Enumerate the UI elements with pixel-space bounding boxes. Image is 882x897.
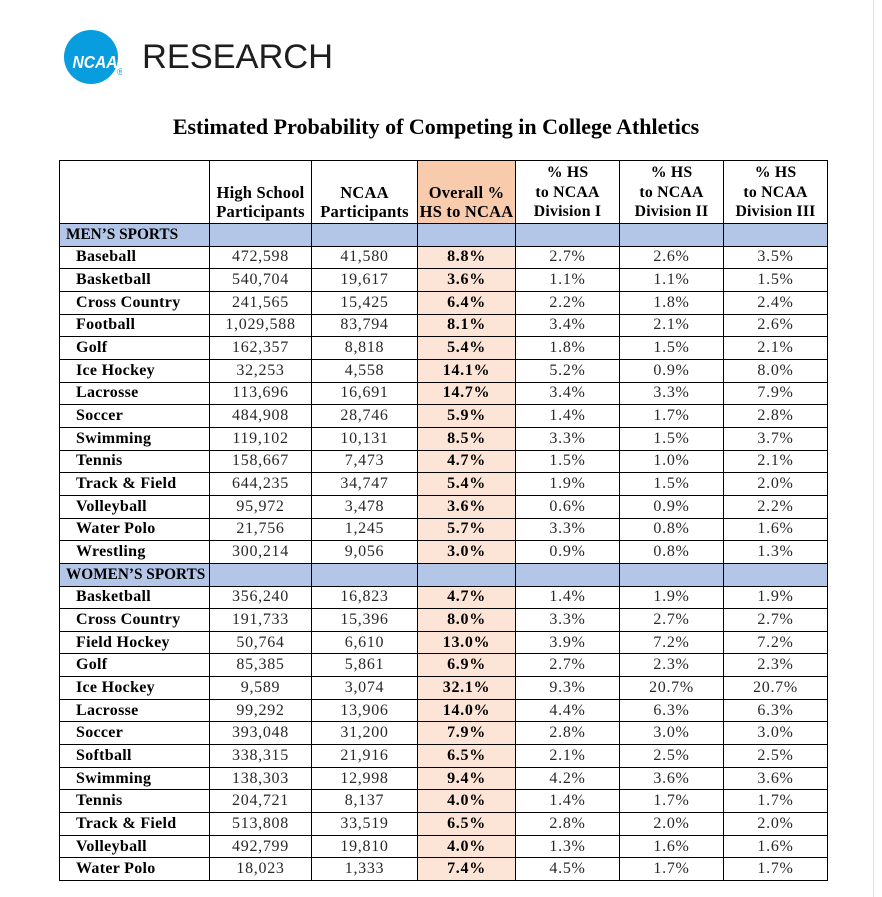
svg-text:NCAA: NCAA xyxy=(73,52,118,72)
svg-text:®: ® xyxy=(117,67,122,77)
